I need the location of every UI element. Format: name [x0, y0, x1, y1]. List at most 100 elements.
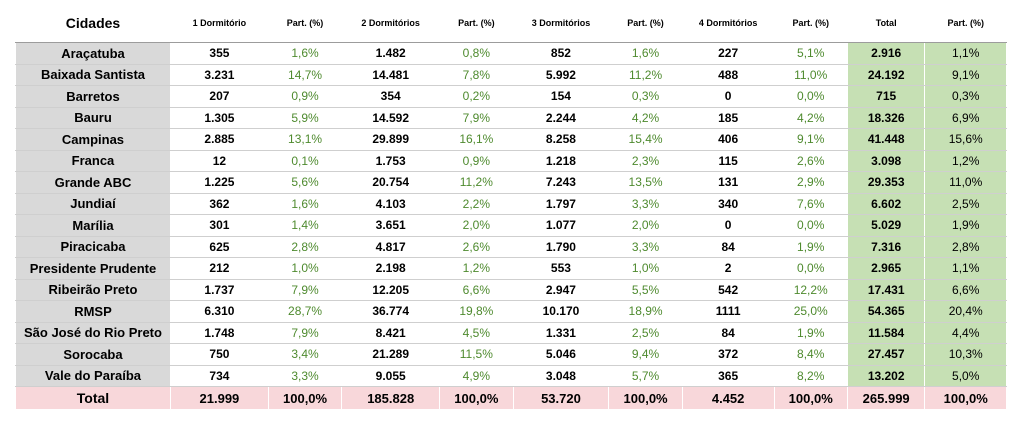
total-label: Total — [15, 386, 171, 410]
count-cell: 20.754 — [341, 171, 441, 194]
total-cell: 100,0% — [267, 386, 343, 410]
city-name-cell: Sorocaba — [15, 343, 171, 366]
table-header-row: Cidades 1 Dormitório Part. (%) 2 Dormitó… — [15, 3, 1007, 43]
count-cell: 36.774 — [341, 300, 441, 323]
count-cell: 362 — [169, 192, 269, 215]
count-cell: 8.258 — [512, 128, 610, 151]
count-cell: 0 — [681, 214, 775, 237]
count-cell: 0 — [681, 85, 775, 108]
total-share-cell: 9,1% — [924, 63, 1007, 86]
share-cell: 3,3% — [608, 192, 683, 215]
share-cell: 14,7% — [267, 63, 343, 86]
share-cell: 2,6% — [439, 235, 514, 258]
share-cell: 1,9% — [773, 235, 848, 258]
table-row: Franca 12 0,1% 1.753 0,9% 1.218 2,3% 115 2,6% 3.0… — [15, 149, 1007, 172]
city-name-cell: Grande ABC — [15, 171, 171, 194]
share-cell: 5,1% — [773, 42, 848, 65]
share-cell: 2,3% — [608, 149, 683, 172]
total-share-cell: 15,6% — [924, 128, 1007, 151]
table-row: Bauru 1.305 5,9% 14.592 7,9% 2.244 4,2% 185 4,2%… — [15, 106, 1007, 129]
total-count-cell: 27.457 — [846, 343, 926, 366]
share-cell: 13,5% — [608, 171, 683, 194]
count-cell: 29.899 — [341, 128, 441, 151]
share-cell: 5,7% — [608, 364, 683, 387]
count-cell: 3.651 — [341, 214, 441, 237]
count-cell: 212 — [169, 257, 269, 280]
count-cell: 14.481 — [341, 63, 441, 86]
total-share-cell: 6,9% — [924, 106, 1007, 129]
table-row: Piracicaba 625 2,8% 4.817 2,6% 1.790 3,3% 84 1,9… — [15, 235, 1007, 258]
share-cell: 19,8% — [439, 300, 514, 323]
share-cell: 13,1% — [267, 128, 343, 151]
share-cell: 1,6% — [267, 192, 343, 215]
total-count-cell: 11.584 — [846, 321, 926, 344]
share-cell: 1,6% — [267, 42, 343, 65]
share-cell: 5,9% — [267, 106, 343, 129]
count-cell: 1.753 — [341, 149, 441, 172]
city-name-cell: Campinas — [15, 128, 171, 151]
count-cell: 227 — [681, 42, 775, 65]
share-cell: 8,4% — [773, 343, 848, 366]
count-cell: 734 — [169, 364, 269, 387]
count-cell: 340 — [681, 192, 775, 215]
count-cell: 1111 — [681, 300, 775, 323]
total-share-cell: 1,9% — [924, 214, 1007, 237]
total-count-cell: 41.448 — [846, 128, 926, 151]
share-cell: 2,0% — [608, 214, 683, 237]
count-cell: 2.947 — [512, 278, 610, 301]
city-name-cell: Franca — [15, 149, 171, 172]
total-share-cell: 4,4% — [924, 321, 1007, 344]
total-count-cell: 5.029 — [846, 214, 926, 237]
share-cell: 0,1% — [267, 149, 343, 172]
share-cell: 7,8% — [439, 63, 514, 86]
count-cell: 207 — [169, 85, 269, 108]
share-cell: 2,8% — [267, 235, 343, 258]
total-count-cell: 29.353 — [846, 171, 926, 194]
count-cell: 14.592 — [341, 106, 441, 129]
share-cell: 9,1% — [773, 128, 848, 151]
count-cell: 8.421 — [341, 321, 441, 344]
table-row: Araçatuba 355 1,6% 1.482 0,8% 852 1,6% 227 5,1% 2… — [15, 42, 1007, 65]
count-cell: 553 — [512, 257, 610, 280]
total-share-cell: 0,3% — [924, 85, 1007, 108]
share-cell: 11,0% — [773, 63, 848, 86]
share-cell: 1,0% — [608, 257, 683, 280]
total-share-cell: 2,5% — [924, 192, 1007, 215]
count-cell: 3.231 — [169, 63, 269, 86]
total-count-cell: 715 — [846, 85, 926, 108]
count-cell: 4.103 — [341, 192, 441, 215]
count-cell: 1.225 — [169, 171, 269, 194]
count-cell: 1.482 — [341, 42, 441, 65]
count-cell: 84 — [681, 235, 775, 258]
count-cell: 542 — [681, 278, 775, 301]
share-cell: 4,2% — [608, 106, 683, 129]
share-cell: 5,6% — [267, 171, 343, 194]
header-cidades: Cidades — [15, 3, 171, 43]
count-cell: 354 — [341, 85, 441, 108]
count-cell: 7.243 — [512, 171, 610, 194]
share-cell: 0,0% — [773, 214, 848, 237]
header-total: Total — [846, 3, 926, 43]
city-name-cell: Jundiaí — [15, 192, 171, 215]
share-cell: 25,0% — [773, 300, 848, 323]
total-share-cell: 1,1% — [924, 42, 1007, 65]
count-cell: 3.048 — [512, 364, 610, 387]
share-cell: 4,5% — [439, 321, 514, 344]
share-cell: 18,9% — [608, 300, 683, 323]
count-cell: 1.790 — [512, 235, 610, 258]
share-cell: 2,6% — [773, 149, 848, 172]
count-cell: 21.289 — [341, 343, 441, 366]
table-row: Marília 301 1,4% 3.651 2,0% 1.077 2,0% 0 0,0% 5.0… — [15, 214, 1007, 237]
count-cell: 5.992 — [512, 63, 610, 86]
count-cell: 406 — [681, 128, 775, 151]
count-cell: 625 — [169, 235, 269, 258]
share-cell: 2,9% — [773, 171, 848, 194]
total-cell: 100,0% — [773, 386, 848, 410]
count-cell: 1.737 — [169, 278, 269, 301]
count-cell: 131 — [681, 171, 775, 194]
count-cell: 1.797 — [512, 192, 610, 215]
table-body: Araçatuba 355 1,6% 1.482 0,8% 852 1,6% 227 5,1% 2… — [15, 42, 1007, 387]
table-row: Presidente Prudente 212 1,0% 2.198 1,2% 553 1,… — [15, 257, 1007, 280]
city-dormitory-table-container: Cidades 1 Dormitório Part. (%) 2 Dormitó… — [15, 3, 1007, 410]
count-cell: 852 — [512, 42, 610, 65]
